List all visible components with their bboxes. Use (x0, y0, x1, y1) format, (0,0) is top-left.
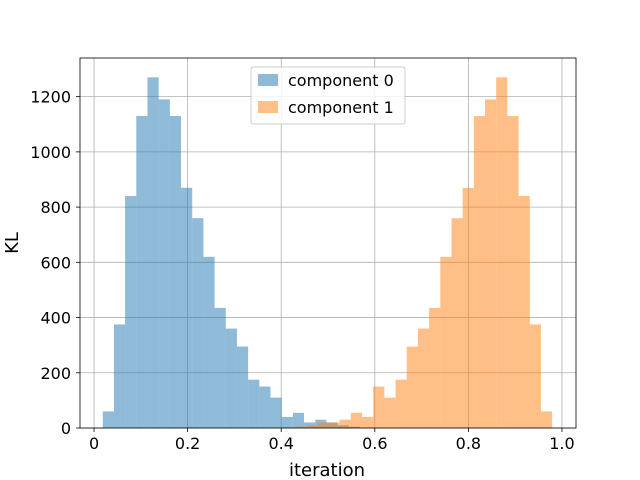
histogram-bar (147, 77, 159, 428)
histogram-bar (281, 416, 293, 428)
axis-ticks: 0 0.2 0.4 0.6 0.8 1.0 0 200 400 600 800 1000 1200 (30, 88, 574, 453)
series-1-bars (294, 77, 553, 428)
histogram-bar (507, 115, 519, 428)
legend-label: component 0 (288, 71, 394, 90)
legend-label: component 1 (288, 98, 394, 117)
histogram-bar (259, 386, 271, 428)
histogram-bar (417, 328, 430, 428)
x-tick-label: 0.4 (268, 434, 293, 453)
y-tick-label: 1000 (30, 143, 71, 162)
x-tick-label: 0 (89, 434, 99, 453)
plot-area: 0 0.2 0.4 0.6 0.8 1.0 0 200 400 600 800 1000 1200 (30, 57, 577, 453)
histogram-bar (306, 425, 318, 428)
histogram-bar (203, 256, 215, 428)
y-tick-label: 1200 (30, 88, 71, 107)
histogram-bar (529, 324, 541, 428)
y-tick-label: 800 (40, 198, 71, 217)
histogram-bar (429, 307, 441, 428)
histogram-bar (451, 218, 463, 428)
histogram-bar (485, 99, 497, 428)
x-tick-label: 1.0 (549, 434, 574, 453)
histogram-bar (339, 419, 351, 428)
histogram-bar (125, 196, 137, 428)
histogram-bar (169, 115, 182, 428)
histogram-bars (102, 77, 553, 428)
x-axis-label: iteration (289, 460, 365, 480)
histogram-bar (270, 397, 282, 428)
histogram-bar (395, 379, 407, 428)
histogram-bar (136, 115, 148, 428)
legend: component 0 component 1 (250, 66, 406, 125)
histogram-bar (328, 422, 340, 428)
histogram-bar (406, 346, 418, 428)
histogram-bar (540, 411, 553, 428)
histogram-bar (373, 386, 385, 428)
histogram-bar (236, 346, 249, 428)
histogram-bar (473, 115, 486, 428)
histogram-bar (214, 307, 226, 428)
histogram-bar (317, 422, 329, 428)
histogram-bar (362, 416, 374, 428)
histogram-bar (248, 379, 260, 428)
histogram-bar (496, 77, 508, 428)
histogram-bar (294, 426, 307, 428)
histogram-bar (518, 196, 530, 428)
x-tick-label: 0.8 (456, 434, 481, 453)
x-tick-label: 0.2 (175, 434, 200, 453)
y-tick-label: 600 (40, 253, 71, 272)
histogram-bar (181, 187, 193, 428)
y-tick-label: 0 (61, 419, 71, 438)
axes-frame (79, 57, 577, 429)
histogram-bar (158, 99, 170, 428)
histogram-bar (350, 412, 363, 428)
legend-box (250, 66, 406, 125)
x-tick-label: 0.6 (362, 434, 387, 453)
legend-swatch (258, 74, 278, 86)
legend-swatch (258, 101, 278, 113)
histogram-bar (113, 324, 126, 428)
y-tick-label: 200 (40, 364, 71, 383)
histogram-bar (462, 187, 474, 428)
histogram-bar (192, 218, 204, 428)
y-axis-label: KL (2, 232, 23, 254)
histogram-bar (102, 411, 114, 428)
histogram-bar (225, 328, 237, 428)
histogram-bar (292, 412, 305, 428)
histogram-bar (384, 397, 396, 428)
y-tick-label: 400 (40, 309, 71, 328)
histogram-bar (440, 256, 452, 428)
